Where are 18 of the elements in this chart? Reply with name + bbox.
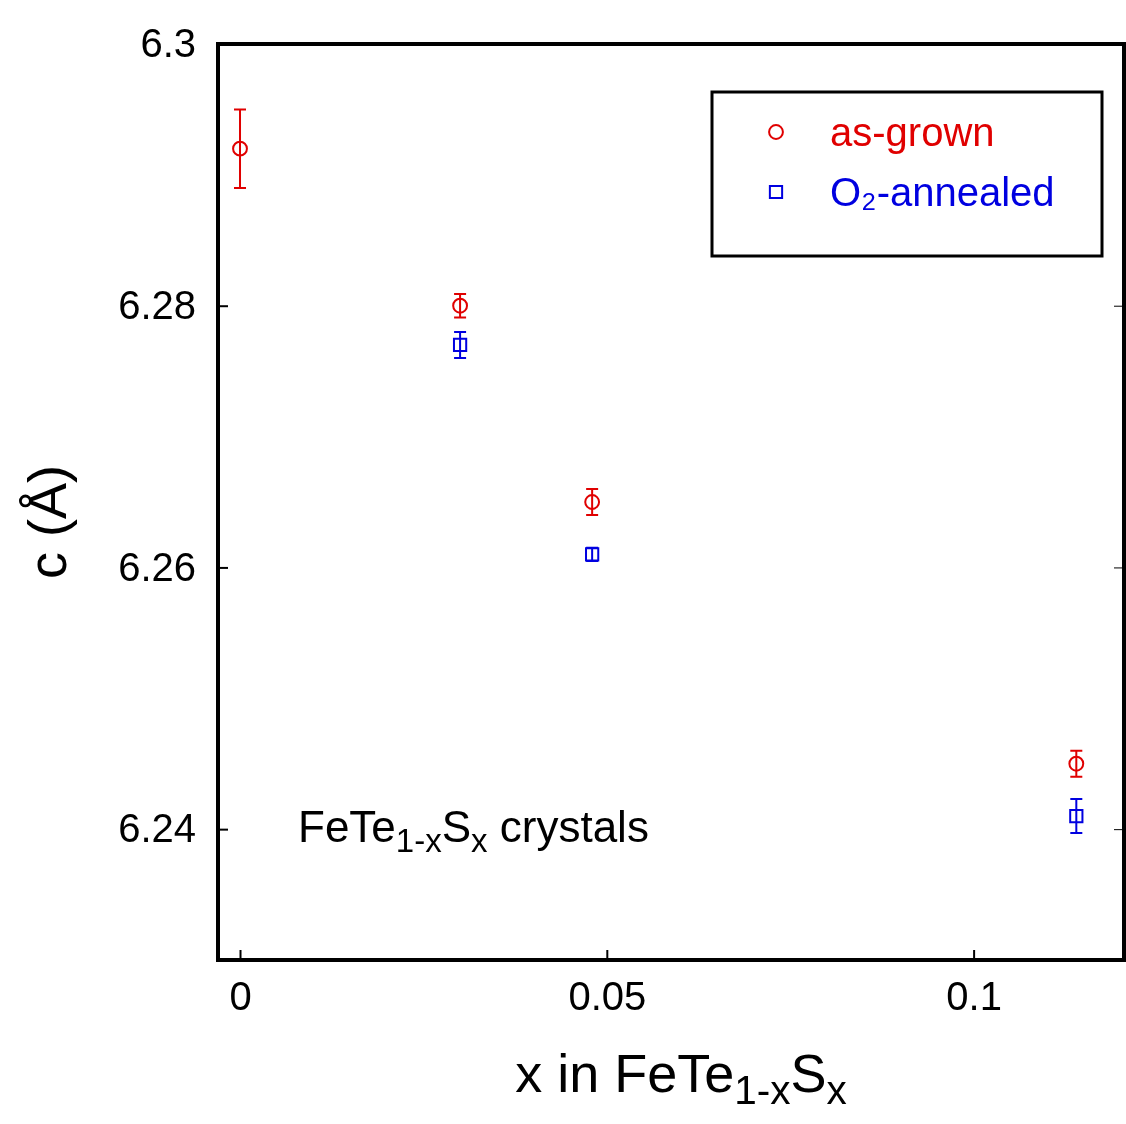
x-tick-label: 0.1	[946, 974, 1002, 1019]
x-axis-title: x in FeTe$_{1-x}$S$_{x}$	[515, 1043, 847, 1114]
y-tick-label: 6.26	[118, 544, 196, 589]
annotation: FeTe$_{1-x}$S$_{x}$ crystals	[298, 802, 649, 859]
x-tick-label: 0.05	[568, 974, 647, 1019]
point	[232, 140, 248, 157]
y-tick-label: 6.24	[118, 806, 196, 851]
y-tick-label: 6.3	[140, 21, 196, 66]
point	[1068, 755, 1085, 772]
point	[452, 297, 468, 314]
legend-label: O₂-annealed	[830, 170, 1055, 214]
point	[584, 494, 601, 510]
x-tick-label: 0	[229, 974, 252, 1019]
point	[1069, 808, 1084, 824]
y-tick-label: 6.28	[118, 283, 196, 328]
legend-label: as-grown	[830, 110, 995, 154]
y-axis-title: c (Å)	[17, 465, 77, 579]
point	[452, 337, 468, 353]
